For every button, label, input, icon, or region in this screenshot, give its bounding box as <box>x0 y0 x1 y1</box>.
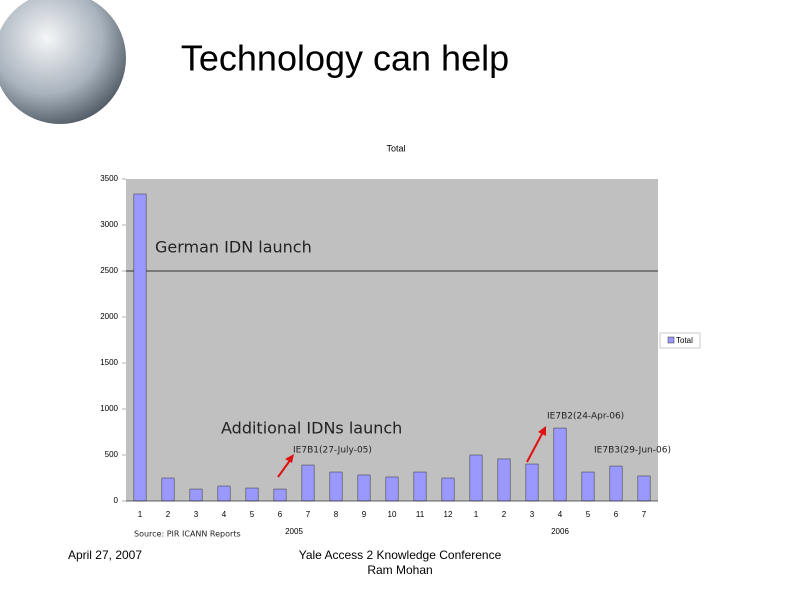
bar <box>273 488 287 502</box>
chart-title: Total <box>386 143 405 153</box>
bar <box>413 471 427 502</box>
plot-area <box>126 179 658 501</box>
x-tick-label: 6 <box>278 510 283 519</box>
x-tick-label: 3 <box>530 510 535 519</box>
x-tick-label: 3 <box>194 510 199 519</box>
arrow <box>526 431 544 463</box>
bar <box>217 485 231 502</box>
bar <box>469 454 483 502</box>
group-label: 2005 <box>285 527 303 536</box>
x-tick-label: 8 <box>334 510 339 519</box>
x-tick-label: 6 <box>614 510 619 519</box>
x-tick-label: 4 <box>558 510 563 519</box>
y-tick-label: 2000 <box>100 312 118 321</box>
bar <box>637 475 651 502</box>
bar <box>357 474 371 502</box>
bar <box>301 464 315 502</box>
source: Source: PIR ICANN Reports <box>134 530 241 539</box>
bar <box>161 477 175 502</box>
y-tick-label: 500 <box>105 450 119 459</box>
x-tick-label: 4 <box>222 510 227 519</box>
bar <box>609 465 623 502</box>
bar <box>133 193 147 502</box>
x-tick-label: 2 <box>166 510 171 519</box>
x-tick-label: 10 <box>388 510 397 519</box>
annotation: IE7B1(27-July-05) <box>293 446 372 456</box>
annotation: IE7B3(29-Jun-06) <box>594 446 671 456</box>
bar <box>245 487 259 502</box>
annotation: Additional IDNs launch <box>221 419 402 438</box>
footer-conference: Yale Access 2 Knowledge Conference <box>299 548 502 562</box>
x-tick-label: 7 <box>306 510 311 519</box>
bar <box>385 476 399 502</box>
x-tick-label: 1 <box>474 510 479 519</box>
annotation: IE7B2(24-Apr-06) <box>547 412 624 422</box>
x-tick-label: 7 <box>642 510 647 519</box>
bar <box>581 471 595 502</box>
globe-decoration <box>0 0 126 124</box>
y-tick-label: 2500 <box>100 266 118 275</box>
y-tick-label: 1500 <box>100 358 118 367</box>
bar <box>441 477 455 502</box>
x-tick-label: 5 <box>250 510 255 519</box>
footer-author: Ram Mohan <box>367 563 432 577</box>
footer-date: April 27, 2007 <box>68 548 142 562</box>
bar <box>497 458 511 502</box>
arrow-head <box>285 454 294 463</box>
legend-swatch <box>667 336 675 344</box>
x-tick-label: 5 <box>586 510 591 519</box>
x-tick-label: 2 <box>502 510 507 519</box>
x-tick-label: 12 <box>444 510 453 519</box>
y-tick-label: 3000 <box>100 220 118 229</box>
bar <box>525 463 539 502</box>
y-tick-label: 1000 <box>100 404 118 413</box>
group-label: 2006 <box>551 527 569 536</box>
annotation: German IDN launch <box>155 238 312 257</box>
x-tick-label: 11 <box>416 510 425 519</box>
x-tick-label: 9 <box>362 510 367 519</box>
arrow-head <box>538 426 546 436</box>
legend-label: Total <box>676 336 693 345</box>
y-tick-label: 0 <box>114 496 119 505</box>
y-tick-label: 3500 <box>100 174 118 183</box>
bar <box>329 471 343 502</box>
arrow <box>277 458 292 478</box>
bar <box>189 488 203 502</box>
slide-title: Technology can help <box>181 38 509 79</box>
x-tick-label: 1 <box>138 510 143 519</box>
bar <box>553 427 567 502</box>
